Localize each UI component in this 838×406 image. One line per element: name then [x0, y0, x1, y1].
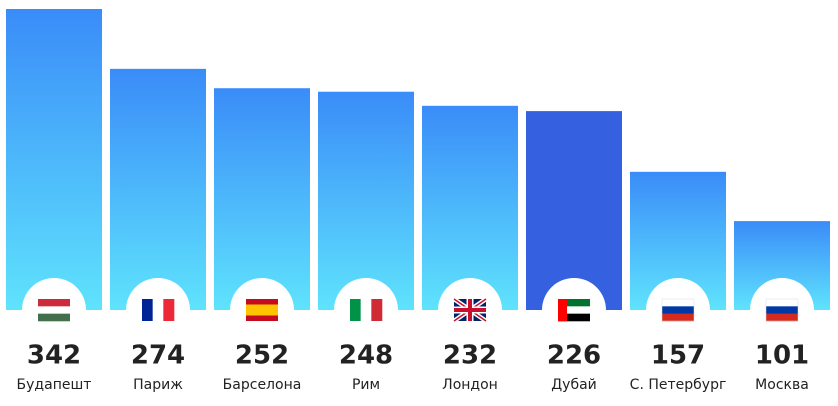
bar — [110, 68, 206, 310]
value-label: 157 — [651, 341, 705, 371]
flag-icon — [765, 298, 799, 322]
category-label: С. Петербург — [630, 377, 727, 393]
value-label: 101 — [755, 341, 809, 371]
value-label: 248 — [339, 341, 393, 371]
bar — [214, 88, 310, 310]
value-label: 226 — [547, 341, 601, 371]
category-label: Рим — [352, 377, 380, 393]
flag-icon — [452, 297, 488, 323]
flag-icon — [246, 299, 278, 321]
value-label: 274 — [131, 341, 185, 371]
bar — [422, 105, 518, 310]
category-label: Дубай — [551, 377, 597, 393]
category-label: Будапешт — [17, 377, 92, 393]
value-label: 232 — [443, 341, 497, 371]
category-label: Лондон — [442, 377, 498, 393]
category-label: Париж — [133, 377, 183, 393]
category-label: Барселона — [223, 377, 302, 393]
flag-icon — [38, 299, 70, 322]
category-label: Москва — [755, 377, 809, 393]
value-label: 252 — [235, 341, 289, 371]
flag-icon — [558, 299, 590, 322]
flag-icon — [142, 299, 175, 321]
bar — [526, 111, 622, 310]
flag-icon — [350, 299, 383, 321]
bar — [318, 91, 414, 311]
bar — [6, 9, 102, 310]
value-label: 342 — [27, 341, 81, 371]
flag-icon — [661, 298, 695, 322]
